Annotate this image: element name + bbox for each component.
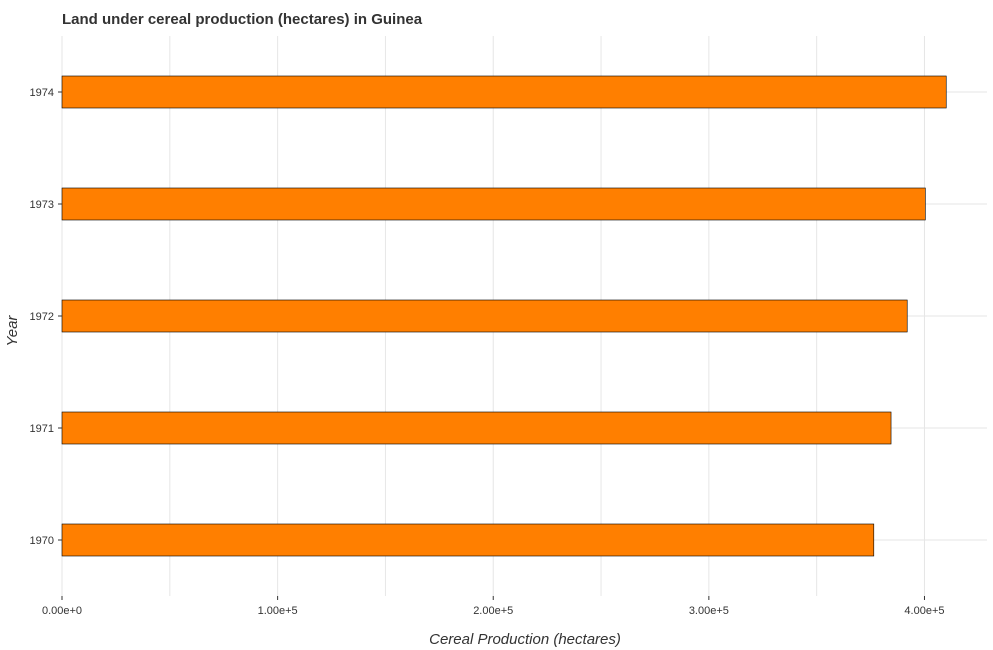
x-axis-label: Cereal Production (hectares) — [429, 631, 621, 648]
y-tick-label: 1970 — [30, 535, 54, 547]
bar-1970 — [61, 523, 875, 557]
bar-1973 — [61, 187, 926, 221]
y-axis-label: Year — [4, 315, 21, 347]
x-tick-label: 0.00e+0 — [42, 605, 82, 617]
y-tick-label: 1971 — [30, 423, 54, 435]
x-tick-label: 4.00e+5 — [904, 605, 944, 617]
x-tick-label: 1.00e+5 — [258, 605, 298, 617]
x-tick-label: 3.00e+5 — [689, 605, 729, 617]
y-tick-label: 1973 — [30, 199, 54, 211]
y-tick-label: 1974 — [30, 87, 54, 99]
bar-layer — [61, 75, 947, 557]
x-tick-label: 2.00e+5 — [473, 605, 513, 617]
bar-1972 — [61, 299, 908, 333]
bar-1974 — [61, 75, 947, 109]
bar-1971 — [61, 411, 892, 445]
y-tick-label: 1972 — [30, 311, 54, 323]
chart-title: Land under cereal production (hectares) … — [62, 11, 423, 28]
axis-layer: 0.00e+0 1.00e+5 2.00e+5 3.00e+5 4.00e+5 1970 1… — [30, 87, 945, 617]
